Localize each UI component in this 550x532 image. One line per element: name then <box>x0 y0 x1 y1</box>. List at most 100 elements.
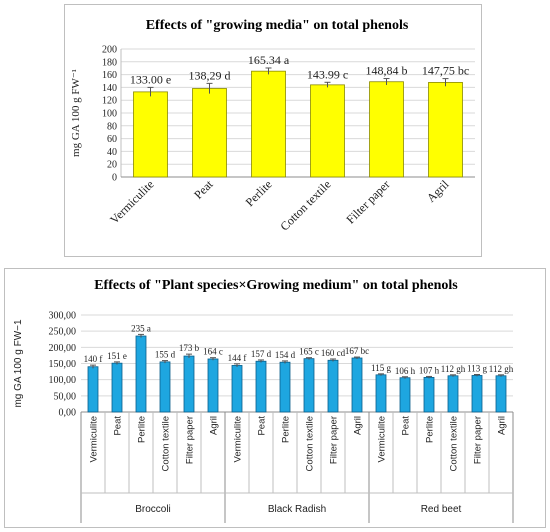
data-label: 113 g <box>467 363 487 373</box>
group-label: Red beet <box>421 504 462 515</box>
y-tick-label: 100,00 <box>49 375 77 386</box>
bar <box>399 377 411 413</box>
bar <box>471 375 483 413</box>
bar <box>428 82 463 178</box>
data-label: 167 bc <box>345 346 369 356</box>
x-tick-label: Agril <box>209 416 220 435</box>
data-label: 138,29 d <box>189 68 231 82</box>
data-label: 151 e <box>107 351 127 361</box>
bar <box>375 374 387 413</box>
chart-title: Effects of "growing media" on total phen… <box>146 18 409 33</box>
y-tick-label: 300,00 <box>49 311 77 322</box>
x-tick-label: Vermiculite <box>233 416 244 462</box>
data-label: 154 d <box>275 350 296 360</box>
x-tick-label: Vermiculite <box>377 416 388 462</box>
bar <box>495 375 507 413</box>
data-label: 173 b <box>179 343 200 353</box>
data-label: 133.00 e <box>130 72 171 86</box>
x-tick-label: Vermiculite <box>89 416 100 462</box>
bar <box>133 91 168 178</box>
x-tick-label: Filter paper <box>473 416 484 464</box>
y-tick-label: 0,00 <box>59 408 77 419</box>
growing-media-chart-panel: Effects of "growing media" on total phen… <box>64 4 482 257</box>
data-label: 112 gh <box>489 364 514 374</box>
x-tick-label: Agril <box>497 416 508 435</box>
y-tick-label: 40 <box>107 147 117 158</box>
bar <box>255 360 267 413</box>
bar <box>135 335 147 413</box>
x-tick-label: Peat <box>257 416 268 436</box>
bar <box>111 362 123 413</box>
bar <box>251 70 286 178</box>
bar <box>207 358 219 413</box>
x-tick-label: Cotton textile <box>277 177 333 233</box>
data-label: 235 a <box>131 323 151 333</box>
group-label: Black Radish <box>268 504 326 515</box>
data-label: 148,84 b <box>366 64 408 78</box>
group-label: Broccoli <box>135 504 171 515</box>
chart-title: Effects of "Plant species×Growing medium… <box>94 278 458 293</box>
y-tick-label: 100 <box>102 109 117 120</box>
bar <box>183 355 195 413</box>
y-tick-label: 20 <box>107 160 117 171</box>
y-axis-label: mg GA 100 g FW⁻¹ <box>70 69 82 157</box>
y-tick-label: 60 <box>107 134 117 145</box>
bar <box>351 357 363 413</box>
y-tick-label: 200,00 <box>49 343 77 354</box>
data-label: 115 g <box>371 363 391 373</box>
y-tick-label: 160 <box>102 70 117 81</box>
data-label: 155 d <box>155 350 176 360</box>
x-tick-label: Cotton textile <box>305 416 316 471</box>
bar <box>87 366 99 413</box>
x-tick-label: Peat <box>401 416 412 436</box>
data-label: 165 c <box>299 347 319 357</box>
y-tick-label: 150,00 <box>49 359 77 370</box>
y-tick-label: 250,00 <box>49 327 77 338</box>
data-label: 143.99 c <box>307 67 348 81</box>
x-tick-label: Perlite <box>425 416 436 443</box>
data-label: 144 f <box>228 353 247 363</box>
data-label: 160 cd <box>321 348 346 358</box>
y-tick-label: 200 <box>102 45 117 56</box>
data-label: 147,75 bc <box>422 64 469 78</box>
data-label: 112 gh <box>441 364 466 374</box>
data-label: 140 f <box>84 354 103 364</box>
y-axis-label: mg GA 100 g FW−1 <box>13 319 24 408</box>
bar <box>231 365 243 413</box>
x-tick-label: Peat <box>113 416 124 436</box>
data-label: 106 h <box>395 366 416 376</box>
x-tick-label: Perlite <box>281 416 292 443</box>
y-tick-label: 180 <box>102 57 117 68</box>
bar <box>279 361 291 413</box>
bar <box>159 361 171 413</box>
growing-media-chart: Effects of "growing media" on total phen… <box>70 18 475 234</box>
bar <box>310 84 345 178</box>
y-tick-label: 80 <box>107 121 117 132</box>
x-tick-label: Filter paper <box>185 416 196 464</box>
data-label: 165.34 a <box>248 53 290 67</box>
bar <box>423 377 435 413</box>
bar <box>369 81 404 178</box>
x-tick-label: Agril <box>353 416 364 435</box>
data-label: 157 d <box>251 349 272 359</box>
bar <box>447 375 459 413</box>
x-tick-label: Filter paper <box>329 416 340 464</box>
y-tick-label: 0 <box>112 173 117 184</box>
y-tick-label: 120 <box>102 96 117 107</box>
bar <box>303 358 315 413</box>
species-medium-chart: Effects of "Plant species×Growing medium… <box>13 278 514 523</box>
x-tick-label: Cotton textile <box>449 416 460 471</box>
x-tick-label: Perlite <box>137 416 148 443</box>
x-tick-label: Vermiculite <box>107 177 156 226</box>
data-label: 107 h <box>419 365 440 375</box>
y-tick-label: 50,00 <box>54 391 77 402</box>
x-tick-label: Perlite <box>243 177 275 209</box>
x-tick-label: Cotton textile <box>161 416 172 471</box>
bar <box>192 88 227 178</box>
species-medium-chart-panel: Effects of "Plant species×Growing medium… <box>4 268 546 528</box>
data-label: 164 c <box>203 347 223 357</box>
y-tick-label: 140 <box>102 83 117 94</box>
x-tick-label: Peat <box>191 177 216 202</box>
x-tick-label: Filter paper <box>343 177 392 226</box>
x-tick-label: Agril <box>424 177 452 205</box>
